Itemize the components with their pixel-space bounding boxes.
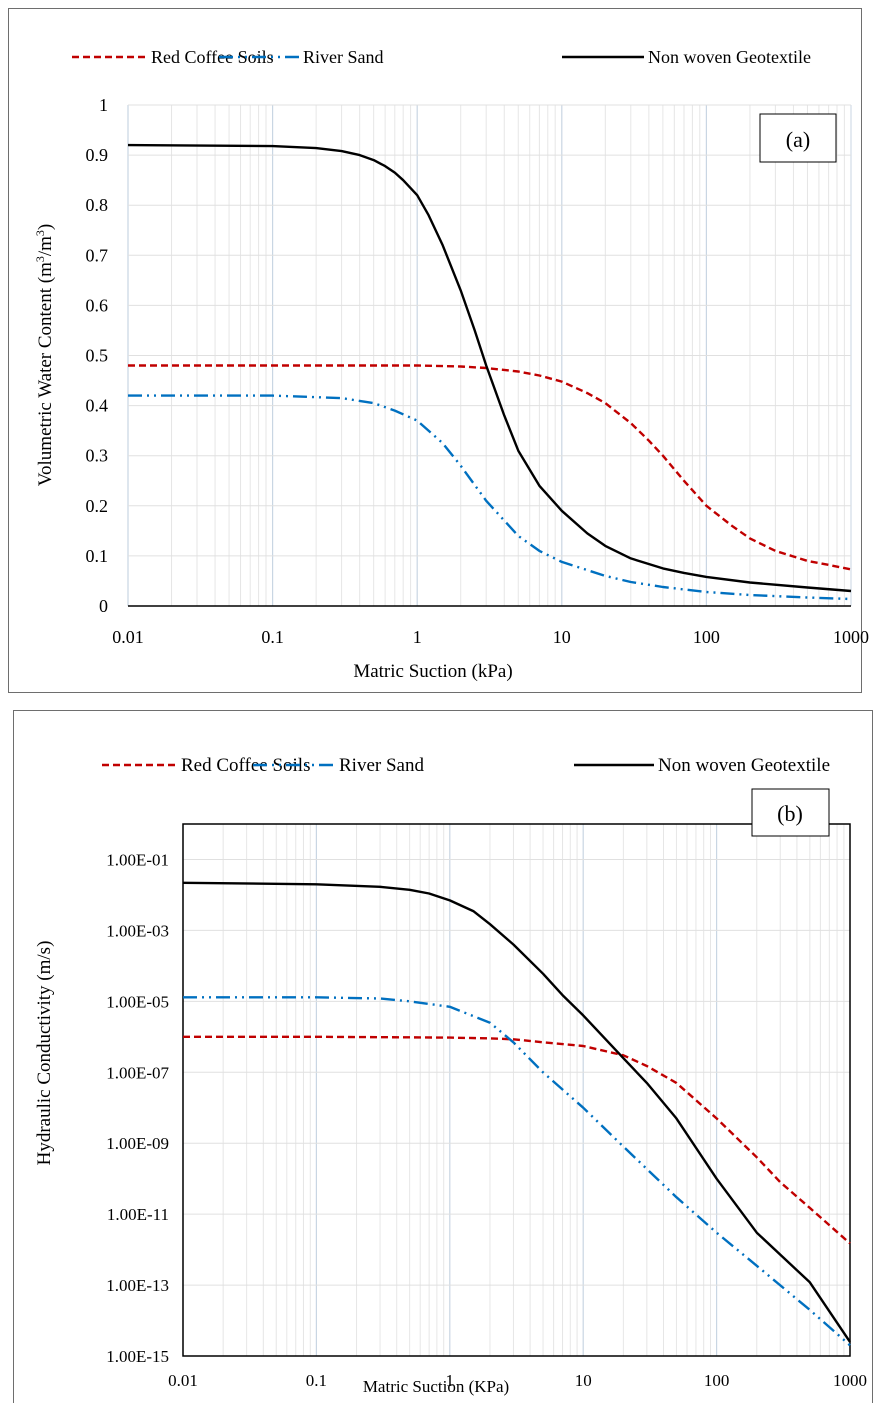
x-tick-label: 0.01: [168, 1371, 198, 1390]
chart-a-y-label-sup1: 3: [33, 256, 47, 262]
series-line-red-coffee-soils: [128, 364, 852, 571]
y-tick-label: 1.00E-09: [106, 1134, 169, 1153]
chart-a-y-label-end: ): [35, 224, 56, 230]
x-tick-label: 1000: [833, 1371, 867, 1390]
legend-label: River Sand: [303, 47, 384, 67]
y-tick-label: 0.4: [86, 396, 109, 416]
y-tick-label: 0.8: [86, 195, 109, 215]
series-line-non-woven-geotextile: [182, 881, 851, 1343]
chart-b-svg: 1.00E-15 1.00E-13 1.00E-11 1.00E-09 1.00E-07…: [34, 755, 867, 1396]
y-tick-label: 0.2: [86, 496, 109, 516]
x-tick-label: 0.1: [306, 1371, 327, 1390]
x-tick-label: 0.01: [112, 627, 144, 647]
y-tick-label: 0.5: [86, 346, 109, 366]
y-tick-label: 1.00E-15: [106, 1347, 169, 1366]
series-line-non-woven-geotextile: [127, 143, 852, 593]
x-tick-label: 10: [575, 1371, 592, 1390]
chart-panel-a: 0 0.1 0.2 0.3 0.4 0.5 0.6 0.7 0.8 0.9 1 0.01 0.1 1 10…: [8, 8, 869, 693]
chart-b-x-tick-labels: 0.01 0.1 1 10 100 1000: [168, 1371, 867, 1390]
legend-label: Red Coffee Soils: [151, 47, 274, 67]
legend-label: Non woven Geotextile: [658, 755, 830, 776]
x-tick-label: 1: [446, 1371, 455, 1390]
x-tick-label: 100: [704, 1371, 730, 1390]
chart-b-series-group: [182, 881, 851, 1347]
chart-a-panel-label: (a): [786, 127, 810, 152]
y-tick-label: 1.00E-11: [107, 1205, 169, 1224]
chart-a-y-label-mid: /m: [35, 236, 56, 256]
y-tick-label: 1.00E-07: [106, 1063, 169, 1082]
x-tick-label: 100: [693, 627, 720, 647]
y-tick-label: 1.00E-05: [106, 992, 169, 1011]
chart-a-legend: Red Coffee Soils River Sand Non woven Geot…: [72, 47, 811, 67]
y-tick-label: 1: [99, 95, 108, 115]
x-tick-label: 10: [553, 627, 571, 647]
series-line-river-sand: [128, 394, 852, 601]
x-tick-label: 1: [413, 627, 422, 647]
x-tick-label: 1000: [833, 627, 869, 647]
chart-b-plot-frame: [182, 823, 851, 1357]
y-tick-label: 0.1: [86, 546, 109, 566]
chart-b-panel-label: (b): [777, 801, 803, 826]
chart-b-x-label: Matric Suction (KPa): [363, 1377, 509, 1396]
chart-b-y-label: Hydraulic Conductivity (m/s): [34, 941, 55, 1166]
chart-a-y-tick-labels: 0 0.1 0.2 0.3 0.4 0.5 0.6 0.7 0.8 0.9 1: [86, 95, 109, 616]
chart-a-panel-label-box: [759, 113, 837, 163]
y-tick-label: 0.3: [86, 446, 109, 466]
chart-b-legend: Red Coffee Soils River Sand Non woven Geot…: [102, 755, 830, 776]
chart-a-grid: [127, 104, 852, 607]
chart-b-grid: [182, 824, 851, 1357]
y-tick-label: 0: [99, 596, 108, 616]
legend-label: Red Coffee Soils: [181, 755, 310, 776]
chart-a-y-label-sup2: 3: [33, 230, 47, 236]
series-line-river-sand: [183, 996, 851, 1347]
y-tick-label: 1.00E-03: [106, 921, 169, 940]
chart-b-panel-label-box: [751, 788, 830, 837]
legend-label: River Sand: [339, 755, 424, 776]
chart-a-x-tick-labels: 0.01 0.1 1 10 100 1000: [112, 627, 869, 647]
y-tick-label: 0.7: [86, 245, 109, 265]
chart-a-y-label: Volumetric Water Content (m3/m3): [33, 224, 56, 487]
chart-a-x-label: Matric Suction (kPa): [353, 661, 512, 682]
chart-b-y-tick-labels: 1.00E-15 1.00E-13 1.00E-11 1.00E-09 1.00E-07…: [106, 850, 169, 1366]
chart-panel-b: 1.00E-15 1.00E-13 1.00E-11 1.00E-09 1.00E-07…: [13, 710, 873, 1403]
chart-a-y-label-main: Volumetric Water Content (m: [35, 262, 56, 486]
chart-a-series-group: [127, 143, 852, 601]
y-tick-label: 1.00E-01: [106, 850, 169, 869]
x-tick-label: 0.1: [261, 627, 284, 647]
y-tick-label: 0.9: [86, 145, 109, 165]
legend-label: Non woven Geotextile: [648, 47, 811, 67]
chart-a-svg: 0 0.1 0.2 0.3 0.4 0.5 0.6 0.7 0.8 0.9 1 0.01 0.1 1 10…: [33, 47, 869, 682]
series-line-red-coffee-soils: [183, 1035, 851, 1245]
y-tick-label: 0.6: [86, 295, 109, 315]
y-tick-label: 1.00E-13: [106, 1276, 169, 1295]
